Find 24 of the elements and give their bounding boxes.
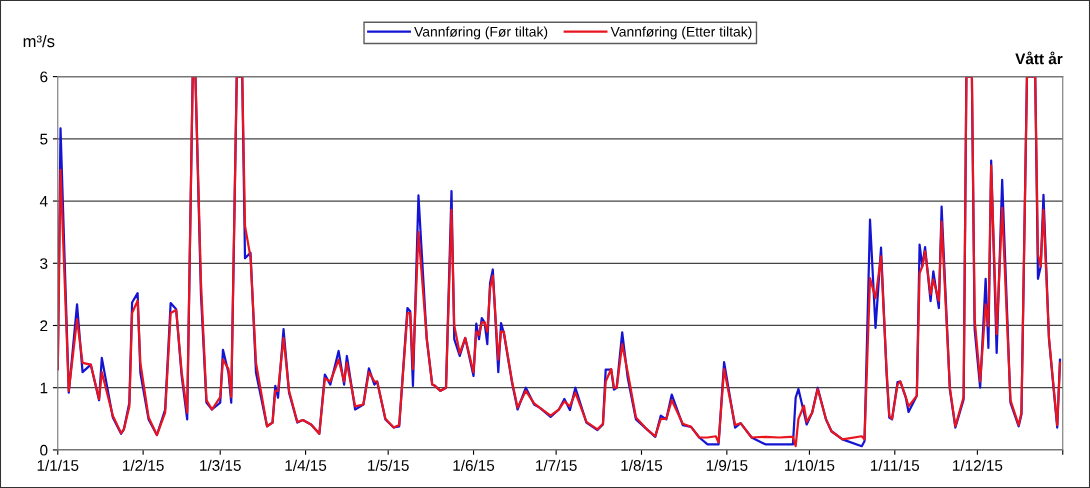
text: Vått år [1015,51,1063,65]
x-tick-label: 1/10/15 [785,459,835,471]
x-tick-label: 1/11/15 [871,459,920,471]
y-tick-label: 6 [40,71,48,83]
x-tick-label: 1/3/15 [200,459,241,471]
x-tick-label: 1/12/15 [953,459,1003,471]
x-tick-label: 1/1/15 [37,459,79,471]
y-axis-title: m³/s [23,34,55,48]
x-tick-label: 1/8/15 [621,459,663,471]
x-tick-label: 1/4/15 [285,459,327,471]
y-tick-label: 1 [40,382,48,394]
y-tick-label: 3 [40,258,48,269]
x-tick-label: 1/7/15 [536,459,577,471]
legend-label: Vannføring (Etter tiltak) [610,26,752,40]
y-tick-label: 4 [39,196,48,207]
legend-label: Vannføring (Før tiltak) [414,26,548,40]
y-tick-label: 0 [40,444,48,456]
y-tick-label: 2 [40,320,48,332]
x-tick-label: 1/9/15 [706,459,748,471]
x-tick-label: 1/2/15 [123,459,164,471]
line-series [57,76,1062,448]
x-tick-label: 1/6/15 [453,459,495,471]
y-tick-label: 5 [40,133,48,145]
x-tick-label: 1/5/15 [368,459,409,471]
